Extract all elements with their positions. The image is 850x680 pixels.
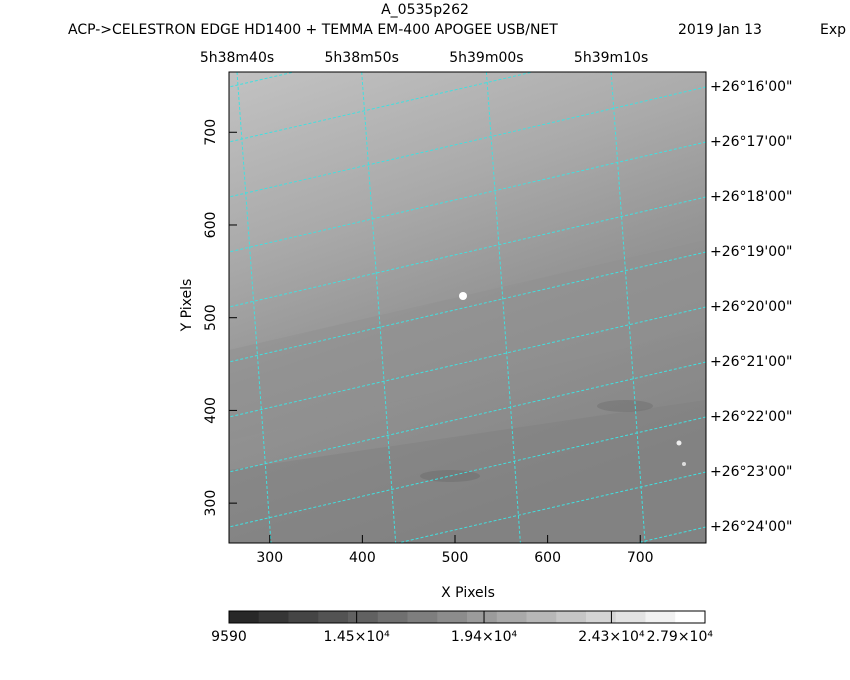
x-tick-label: 500 xyxy=(442,550,469,566)
y-tick-label: 600 xyxy=(203,212,219,239)
colorbar-step xyxy=(318,611,349,623)
y-tick-label: 500 xyxy=(203,304,219,331)
star xyxy=(676,440,682,446)
colorbar-step xyxy=(348,611,379,623)
dec-tick-label: +26°18'00" xyxy=(710,189,792,205)
dark-patch xyxy=(597,400,653,412)
ra-tick-label: 5h39m00s xyxy=(449,50,523,66)
colorbar-step xyxy=(586,611,617,623)
dec-tick-label: +26°16'00" xyxy=(710,79,792,95)
colorbar-step xyxy=(377,611,408,623)
ra-grid-line xyxy=(610,72,646,543)
dec-tick-label: +26°19'00" xyxy=(710,244,792,260)
x-axis-label: X Pixels xyxy=(441,585,495,601)
colorbar-step xyxy=(526,611,557,623)
colorbar-step xyxy=(615,611,646,623)
y-axis-label: Y Pixels xyxy=(179,279,195,333)
dec-grid-line xyxy=(229,361,706,473)
colorbar-tick-label: 9590 xyxy=(211,629,247,645)
colorbar-step xyxy=(645,611,676,623)
dec-tick-label: +26°20'00" xyxy=(710,299,792,315)
colorbar-step xyxy=(258,611,289,623)
star xyxy=(459,292,467,300)
y-tick-label: 700 xyxy=(203,119,219,146)
dec-grid-line xyxy=(229,251,706,363)
dec-grid-line xyxy=(229,416,706,528)
x-tick-label: 400 xyxy=(349,550,376,566)
y-tick-label: 400 xyxy=(203,397,219,424)
ra-tick-label: 5h39m10s xyxy=(574,50,648,66)
dec-tick-label: +26°21'00" xyxy=(710,354,792,370)
dec-tick-label: +26°17'00" xyxy=(710,134,792,150)
colorbar-step xyxy=(407,611,438,623)
chart-subtitle: ACP->CELESTRON EDGE HD1400 + TEMMA EM-40… xyxy=(68,22,558,38)
coordinate-grid xyxy=(112,72,706,543)
colorbar-step xyxy=(496,611,527,623)
dec-grid-line xyxy=(229,306,706,418)
dec-tick-label: +26°24'00" xyxy=(710,519,792,535)
colorbar-step xyxy=(556,611,587,623)
date: 2019 Jan 13 xyxy=(678,22,762,38)
x-tick-label: 700 xyxy=(627,550,654,566)
colorbar-tick-label: 2.43×10⁴ xyxy=(578,629,645,645)
y-tick-label: 300 xyxy=(203,490,219,517)
dec-grid-line xyxy=(229,141,706,253)
x-tick-label: 300 xyxy=(256,550,283,566)
chart-title: A_0535p262 xyxy=(381,2,469,18)
ra-grid-line xyxy=(236,72,272,543)
dec-grid-line xyxy=(395,471,706,543)
plot-frame xyxy=(228,71,707,544)
image xyxy=(112,72,706,543)
colorbar-step xyxy=(675,611,706,623)
exposure: Exp xyxy=(820,22,846,38)
colorbar-tick-label: 1.94×10⁴ xyxy=(451,629,518,645)
colorbar-tick-label: 2.79×10⁴ xyxy=(647,629,714,645)
ra-grid-line xyxy=(485,72,521,543)
dec-grid-line xyxy=(229,86,706,198)
dec-grid-line xyxy=(229,196,706,308)
ra-tick-label: 5h38m40s xyxy=(200,50,274,66)
dec-grid-line xyxy=(229,72,535,143)
ra-grid-line xyxy=(361,72,397,543)
colorbar: 9590 1.45×10⁴ 1.94×10⁴ 2.43×10⁴ 2.79×10⁴ xyxy=(211,610,714,645)
colorbar-tick-label: 1.45×10⁴ xyxy=(323,629,390,645)
dec-tick-label: +26°22'00" xyxy=(710,409,792,425)
colorbar-step xyxy=(288,611,319,623)
colorbar-step xyxy=(437,611,468,623)
colorbar-step xyxy=(229,611,260,623)
star xyxy=(682,462,686,466)
colorbar-step xyxy=(467,611,498,623)
ra-grid-line xyxy=(112,72,146,543)
dec-tick-label: +26°23'00" xyxy=(710,464,792,480)
ra-tick-label: 5h38m50s xyxy=(325,50,399,66)
x-tick-label: 600 xyxy=(534,550,561,566)
